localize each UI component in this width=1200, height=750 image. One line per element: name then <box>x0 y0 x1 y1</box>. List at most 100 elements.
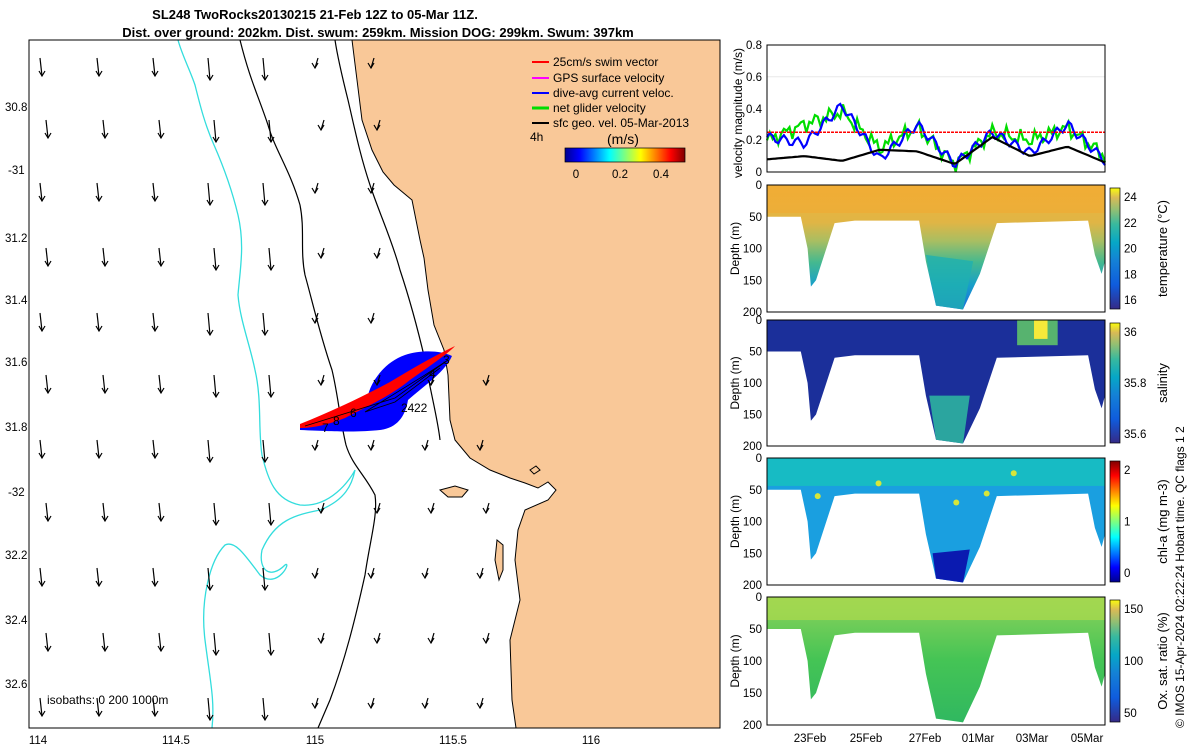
velocity-series <box>765 102 1107 173</box>
geo-velocity-arrow <box>158 374 162 394</box>
legend-label-swim: 25cm/s swim vector <box>553 55 658 69</box>
velocity-panel: 0 0.2 0.4 0.6 0.8 velocity magnitude (m/… <box>731 40 1107 179</box>
geo-velocity-arrow <box>39 182 43 202</box>
geo-velocity-arrow <box>158 247 162 267</box>
geo-velocity-arrowhead <box>373 507 381 515</box>
geo-velocity-arrow <box>213 374 217 398</box>
geo-velocity-arrow <box>152 312 156 332</box>
geo-velocity-arrowhead <box>421 572 429 580</box>
geo-velocity-arrowhead <box>44 515 52 523</box>
geo-velocity-arrowhead <box>206 714 214 722</box>
geo-velocity-arrow <box>262 312 266 336</box>
temperature-colorbar-tick: 22 <box>1124 218 1137 230</box>
salinity-y-tick: 50 <box>749 347 762 359</box>
chla-y-tick: 50 <box>749 485 762 497</box>
temperature-colorbar-tick: 24 <box>1124 192 1137 204</box>
geo-velocity-arrowhead <box>311 187 319 195</box>
geo-velocity-arrowhead <box>101 515 109 523</box>
geo-velocity-arrow <box>207 182 211 206</box>
geo-velocity-arrow <box>158 502 162 522</box>
geo-velocity-arrow <box>102 119 106 139</box>
geo-velocity-arrowhead <box>482 637 490 645</box>
geo-velocity-arrowhead <box>95 70 103 78</box>
colorbar-tick: 0 <box>573 169 579 181</box>
imos-credit: © IMOS 15-Apr-2024 02:22:24 Hobart time.… <box>1173 426 1187 728</box>
oxygen-section-fill <box>767 597 1105 723</box>
salinity-y-tick: 150 <box>743 410 762 422</box>
geo-velocity-arrowhead <box>367 702 375 710</box>
track-label: 4 <box>429 367 436 381</box>
chla-colorbar-tick: 2 <box>1124 465 1130 477</box>
temperature-colorbar-tick: 18 <box>1124 269 1137 281</box>
map-y-tick: 31.8 <box>5 422 27 434</box>
geo-velocity-arrowhead <box>38 195 46 203</box>
geo-velocity-arrowhead <box>101 260 109 268</box>
geo-velocity-arrowhead <box>261 456 269 464</box>
geo-velocity-arrow <box>152 182 156 202</box>
temperature-y-tick: 100 <box>743 244 762 256</box>
geo-velocity-arrowhead <box>311 572 319 580</box>
geo-velocity-arrow <box>268 502 272 526</box>
geo-velocity-arrow <box>207 567 211 591</box>
geo-velocity-arrow <box>262 439 266 463</box>
glider-track <box>304 359 449 427</box>
oxygen-ylabel: Depth (m) <box>728 634 742 687</box>
salinity-max-patch <box>1034 320 1048 339</box>
time-x-tick: 05Mar <box>1071 733 1104 745</box>
map-y-tick: 32.6 <box>5 679 27 691</box>
map-x-tick: 115 <box>306 735 324 747</box>
geo-velocity-arrowhead <box>151 710 159 718</box>
geo-velocity-arrowhead <box>373 252 381 260</box>
temperature-surface-layer <box>767 185 1105 213</box>
geo-velocity-arrowhead <box>476 572 484 580</box>
geo-velocity-arrow <box>96 567 100 587</box>
time-x-tick: 27Feb <box>909 733 942 745</box>
temperature-y-tick: 50 <box>749 212 762 224</box>
track-label: 3 <box>443 353 450 367</box>
geo-velocity-arrowhead <box>151 452 159 460</box>
colorbar-tick: 0.2 <box>612 169 628 181</box>
time-x-tick: 01Mar <box>962 733 995 745</box>
map-y-tick: 32.4 <box>5 615 28 627</box>
oxygen-y-tick: 50 <box>749 624 762 636</box>
salinity-colorbar-tick: 35.6 <box>1124 429 1146 441</box>
geo-velocity-arrowhead <box>261 199 269 207</box>
legend-label-dive: dive-avg current veloc. <box>553 86 674 100</box>
geo-velocity-arrow <box>268 374 272 398</box>
chla-deep-low <box>932 549 970 583</box>
oxygen-colorbar <box>1109 599 1121 723</box>
temperature-axes-frame <box>766 184 1106 313</box>
velocity-ylabel: velocity magnitude (m/s) <box>731 48 745 178</box>
legend-interval: 4h <box>530 130 543 144</box>
salinity-colorbar-tick: 35.8 <box>1124 378 1146 390</box>
geo-velocity-arrowhead <box>427 507 435 515</box>
colorbar-tick: 0.4 <box>653 169 670 181</box>
geo-velocity-arrow <box>45 632 49 652</box>
chla-y-tick: 0 <box>756 453 762 465</box>
geo-velocity-arrow <box>158 632 162 652</box>
salinity-core <box>929 395 970 444</box>
velocity-plot-area <box>767 45 1105 172</box>
geo-velocity-arrowhead <box>421 444 429 452</box>
geo-velocity-arrowhead <box>151 195 159 203</box>
salinity-colorbar-tick: 36 <box>1124 327 1137 339</box>
geo-velocity-arrowhead <box>157 132 165 140</box>
velocity-axes-frame <box>766 44 1106 173</box>
geo-velocity-arrowhead <box>367 187 375 195</box>
chla-spot <box>814 493 821 500</box>
island <box>438 485 469 498</box>
map-y-tick: 31.2 <box>5 233 27 245</box>
geo-velocity-arrowhead <box>44 260 52 268</box>
map-y-tick: -32 <box>8 487 25 499</box>
oxygen-colorbar-label: Ox. sat. ratio (%) <box>1155 612 1170 710</box>
geo-velocity-arrow <box>39 567 43 587</box>
geo-velocity-arrowhead <box>95 452 103 460</box>
geo-velocity-arrowhead <box>261 584 269 592</box>
chla-colorbar <box>1109 460 1121 583</box>
chla-y-tick: 200 <box>743 580 762 592</box>
geo-velocity-arrow <box>158 119 162 139</box>
geo-velocity-arrowhead <box>261 74 269 82</box>
geo-velocity-arrow <box>262 182 266 206</box>
map-y-tick: 30.8 <box>5 102 27 114</box>
